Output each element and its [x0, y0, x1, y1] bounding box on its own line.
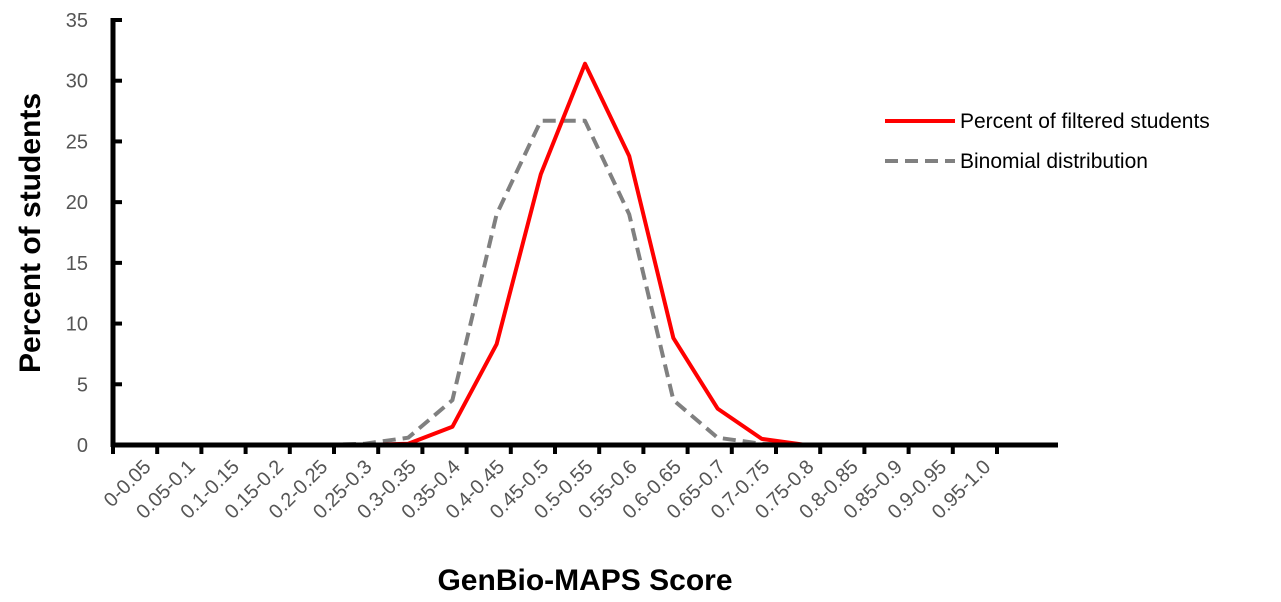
legend-label: Binomial distribution [960, 150, 1148, 173]
legend-label: Percent of filtered students [960, 110, 1210, 133]
y-tick-label: 20 [66, 192, 88, 214]
x-axis-ticks: 0-0.050.05-0.10.1-0.150.15-0.20.2-0.250.… [100, 445, 999, 523]
legend: Percent of filtered students Binomial dis… [885, 110, 1210, 173]
y-tick-label: 5 [77, 374, 88, 396]
y-tick-label: 30 [66, 71, 88, 93]
series-lines [143, 61, 983, 447]
y-tick-label: 0 [77, 435, 88, 457]
y-axis-ticks: 0 5 10 15 20 25 30 35 [66, 10, 122, 457]
series-line-binomial-distribution [143, 118, 983, 447]
series-line-filtered-students [143, 61, 983, 447]
x-axis-title: GenBio-MAPS Score [437, 564, 732, 597]
y-tick-label: 15 [66, 253, 88, 275]
y-tick-label: 25 [66, 131, 88, 153]
y-tick-label: 35 [66, 10, 88, 32]
y-tick-label: 10 [66, 314, 88, 336]
y-axis-title: Percent of students [14, 93, 47, 373]
